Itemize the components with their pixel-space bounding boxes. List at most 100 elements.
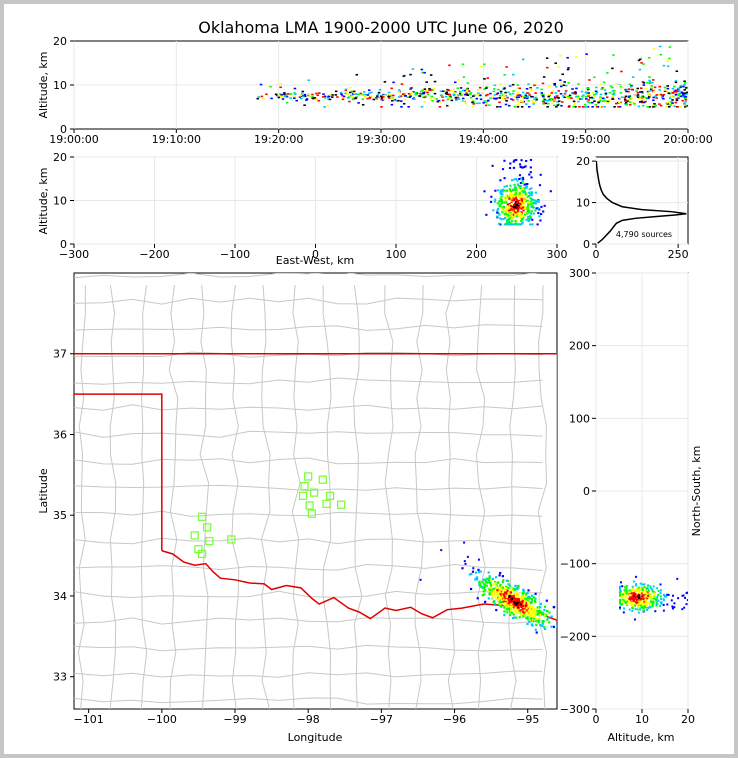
ew-altitude-source [529, 171, 532, 174]
time-altitude-source [285, 95, 289, 98]
ew-altitude-source [508, 188, 512, 191]
plan-view-source [501, 586, 504, 589]
plan-view-source [512, 594, 515, 598]
ns-altitude-source [634, 584, 637, 587]
plan-view-source [533, 599, 537, 602]
ew-altitude-source [526, 182, 529, 185]
time-altitude-source [448, 93, 452, 96]
time-altitude-source [312, 98, 316, 101]
time-altitude-source [456, 96, 460, 99]
plan-view-source [499, 588, 503, 591]
plan-view-source [497, 598, 500, 602]
plan-view-source [531, 615, 534, 618]
time-altitude-source [512, 90, 515, 92]
time-altitude-source [485, 86, 489, 88]
time-altitude-source [520, 95, 523, 98]
ew-altitude-source [505, 215, 508, 218]
time-altitude-source [307, 92, 310, 95]
time-altitude-source [465, 89, 469, 92]
time-altitude-source [516, 104, 520, 106]
plan-view-source [505, 592, 509, 595]
ew-altitude-source [503, 159, 506, 162]
time-altitude-source [341, 98, 345, 101]
time-altitude-source [383, 94, 386, 97]
ns-altitude-source [646, 593, 649, 596]
plan-view-source [515, 600, 518, 603]
time-altitude-source [623, 98, 627, 101]
time-altitude-source [352, 98, 355, 101]
plan-view-source [469, 587, 473, 591]
ew-altitude-source [512, 223, 515, 226]
time-altitude-source [551, 90, 554, 93]
ew-altitude-source [519, 217, 522, 220]
ew-altitude-source [519, 190, 522, 193]
time-altitude-source [496, 92, 500, 95]
time-altitude-source [636, 96, 640, 98]
time-altitude-source [648, 95, 651, 98]
ew-altitude-source [514, 193, 517, 196]
ew-altitude-source [538, 208, 541, 211]
time-altitude-source [483, 100, 487, 102]
time-altitude-source [556, 95, 559, 97]
time-altitude-source [465, 93, 469, 96]
plan-view-source [534, 592, 537, 595]
time-altitude-source [478, 86, 482, 89]
plan-view-source [520, 605, 523, 609]
time-altitude-source [633, 103, 636, 105]
time-altitude-source [659, 104, 663, 107]
ns-altitude-source [683, 606, 686, 609]
time-altitude-source [679, 86, 682, 89]
time-altitude-source [555, 86, 558, 88]
time-altitude-source [502, 98, 505, 101]
time-altitude-source [495, 93, 499, 96]
plan-view-source [499, 597, 503, 600]
ew-altitude-source [511, 210, 514, 213]
time-altitude-source [499, 106, 502, 108]
time-altitude-source [639, 101, 642, 103]
time-altitude-source [586, 88, 590, 91]
ns-altitude-source [645, 601, 648, 604]
time-altitude-source [686, 93, 688, 95]
time-altitude-source [418, 95, 421, 97]
time-altitude-source [400, 100, 403, 102]
ns-altitude-source [619, 586, 621, 589]
ew-altitude-source [508, 218, 511, 221]
ew-altitude-source [520, 198, 523, 201]
ns-altitude-source [619, 589, 622, 592]
ns-altitude-source [621, 595, 624, 598]
plan-view-source [503, 597, 507, 601]
time-altitude-source [436, 100, 440, 103]
ew-altitude-source [526, 203, 530, 206]
ew-altitude-source [516, 209, 519, 212]
lma-station-marker [309, 488, 319, 497]
ew-altitude-source [509, 184, 512, 187]
map-panel-frame [73, 272, 558, 710]
ns-altitude-source [629, 597, 632, 600]
time-altitude-source [443, 89, 447, 92]
plan-view-source [466, 555, 469, 558]
time-altitude-source [262, 98, 266, 100]
ns-altitude-source [638, 594, 641, 597]
time-altitude-source [438, 106, 442, 108]
time-altitude-source [450, 99, 454, 102]
time-altitude-source [668, 46, 672, 48]
ew-altitude-source [503, 189, 506, 192]
time-altitude-source [584, 96, 588, 98]
plan-view-source [525, 604, 528, 607]
ew-panel-xtick-label: −300 [59, 248, 89, 261]
plan-view-source [527, 618, 530, 621]
time-altitude-source [499, 90, 503, 93]
time-altitude-source [568, 94, 572, 97]
ew-altitude-source [538, 184, 542, 187]
ns-altitude-source [653, 591, 656, 594]
time-altitude-source [683, 93, 687, 96]
time-altitude-source [529, 87, 532, 89]
time-altitude-source [403, 95, 407, 97]
ns-altitude-source [633, 597, 636, 600]
ns-altitude-source [646, 587, 649, 590]
ew-altitude-source [518, 174, 522, 177]
time-altitude-source [541, 82, 545, 85]
plan-view-source [512, 609, 515, 612]
time-altitude-source [666, 87, 670, 90]
time-panel-xtick-label: 19:50:00 [561, 133, 610, 146]
